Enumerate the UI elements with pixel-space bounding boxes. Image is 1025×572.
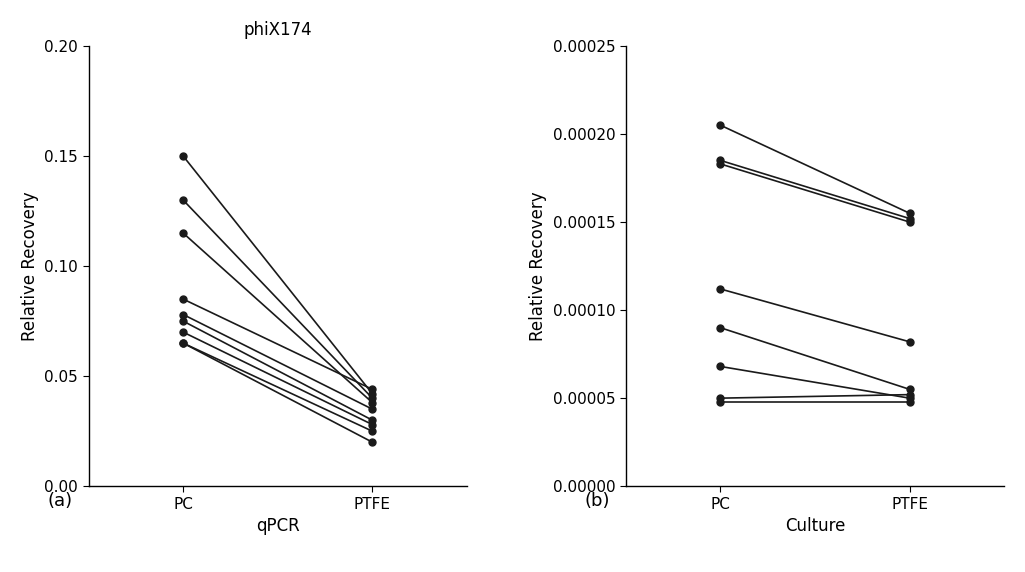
X-axis label: Culture: Culture — [785, 517, 846, 535]
Text: (b): (b) — [585, 492, 610, 510]
Y-axis label: Relative Recovery: Relative Recovery — [20, 191, 39, 341]
Title: phiX174: phiX174 — [243, 21, 312, 39]
X-axis label: qPCR: qPCR — [256, 517, 299, 535]
Text: (a): (a) — [47, 492, 73, 510]
Y-axis label: Relative Recovery: Relative Recovery — [529, 191, 547, 341]
